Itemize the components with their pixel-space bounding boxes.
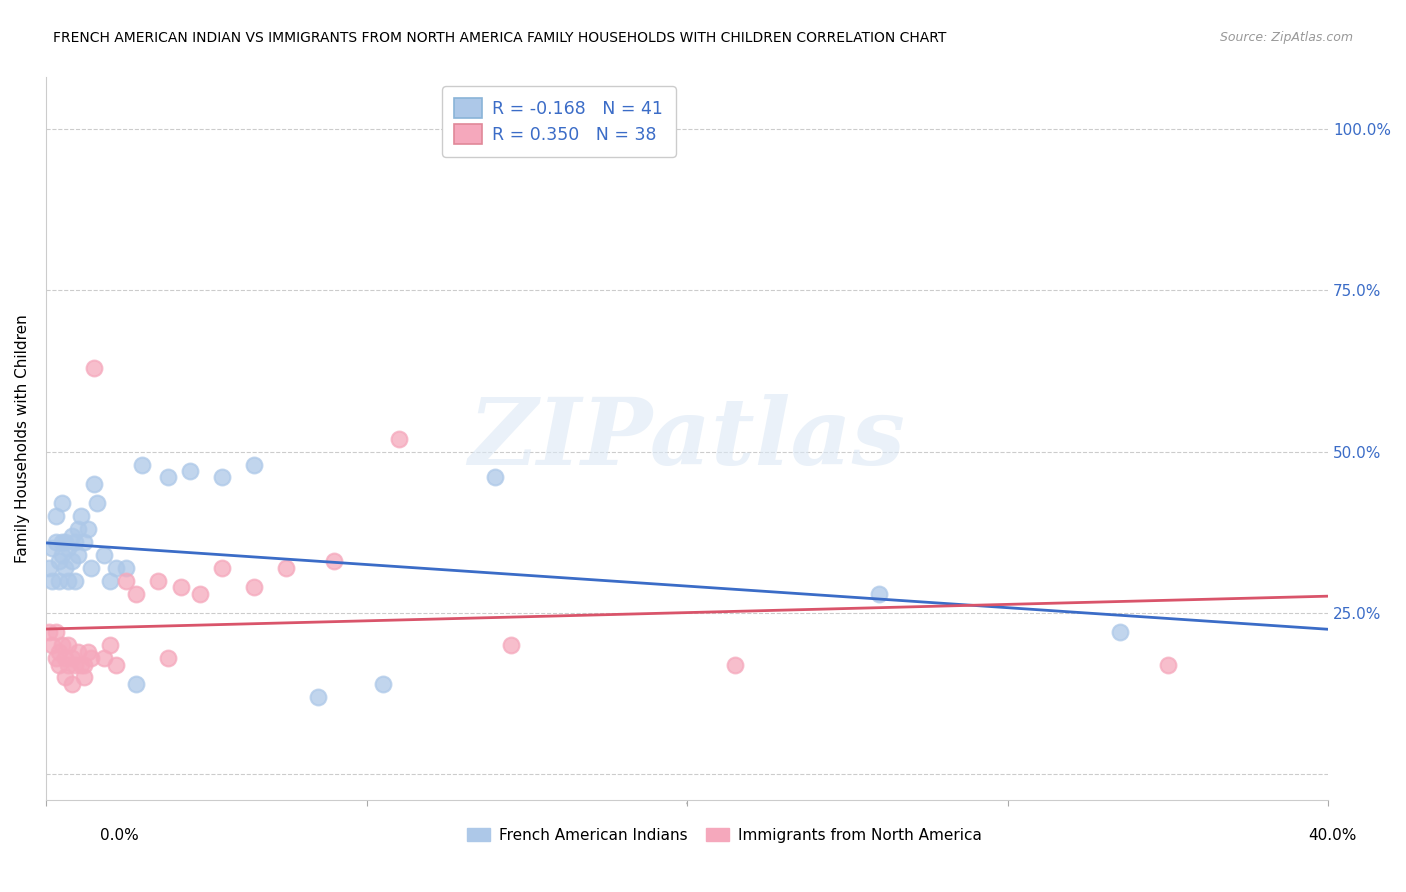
Point [45, 651, 67, 665]
Point [41, 638, 63, 652]
Point [51, 496, 73, 510]
Point [80, 561, 103, 575]
Point [38, 625, 60, 640]
Point [156, 470, 179, 484]
Point [86, 496, 108, 510]
Point [156, 651, 179, 665]
Point [323, 554, 346, 568]
Point [105, 657, 128, 672]
Y-axis label: Family Households with Children: Family Households with Children [15, 314, 30, 563]
Point [60, 528, 83, 542]
Point [169, 580, 191, 594]
Point [211, 470, 233, 484]
Point [70, 657, 93, 672]
Point [1108, 625, 1130, 640]
Legend: French American Indians, Immigrants from North America: French American Indians, Immigrants from… [461, 822, 987, 848]
Point [243, 458, 266, 472]
Point [66, 548, 89, 562]
Legend: R = -0.168   N = 41, R = 0.350   N = 38: R = -0.168 N = 41, R = 0.350 N = 38 [441, 87, 675, 157]
Point [53, 535, 76, 549]
Point [125, 586, 148, 600]
Point [76, 645, 98, 659]
Point [276, 561, 298, 575]
Text: FRENCH AMERICAN INDIAN VS IMMIGRANTS FROM NORTH AMERICA FAMILY HOUSEHOLDS WITH C: FRENCH AMERICAN INDIAN VS IMMIGRANTS FRO… [53, 31, 946, 45]
Point [48, 657, 70, 672]
Point [179, 464, 201, 478]
Point [98, 638, 121, 652]
Point [51, 548, 73, 562]
Point [48, 574, 70, 588]
Point [76, 522, 98, 536]
Point [66, 645, 89, 659]
Point [371, 677, 394, 691]
Point [484, 470, 506, 484]
Point [499, 638, 522, 652]
Point [115, 574, 138, 588]
Point [63, 535, 86, 549]
Point [70, 509, 93, 524]
Point [58, 657, 80, 672]
Point [48, 645, 70, 659]
Point [868, 586, 890, 600]
Text: 0.0%: 0.0% [100, 828, 139, 843]
Point [53, 651, 76, 665]
Text: ZIPatlas: ZIPatlas [468, 393, 905, 483]
Point [45, 535, 67, 549]
Point [38, 561, 60, 575]
Point [45, 625, 67, 640]
Point [724, 657, 747, 672]
Point [63, 657, 86, 672]
Point [60, 677, 83, 691]
Point [73, 671, 96, 685]
Point [60, 554, 83, 568]
Point [98, 574, 121, 588]
Text: 40.0%: 40.0% [1309, 828, 1357, 843]
Point [243, 580, 266, 594]
Point [307, 690, 329, 704]
Point [58, 574, 80, 588]
Text: Source: ZipAtlas.com: Source: ZipAtlas.com [1219, 31, 1353, 45]
Point [63, 574, 86, 588]
Point [73, 657, 96, 672]
Point [125, 677, 148, 691]
Point [60, 651, 83, 665]
Point [83, 477, 105, 491]
Point [1157, 657, 1180, 672]
Point [131, 458, 153, 472]
Point [66, 522, 89, 536]
Point [41, 574, 63, 588]
Point [105, 561, 128, 575]
Point [51, 638, 73, 652]
Point [53, 671, 76, 685]
Point [211, 561, 233, 575]
Point [115, 561, 138, 575]
Point [387, 432, 409, 446]
Point [73, 535, 96, 549]
Point [58, 638, 80, 652]
Point [48, 554, 70, 568]
Point [80, 651, 103, 665]
Point [53, 561, 76, 575]
Point [188, 586, 211, 600]
Point [146, 574, 169, 588]
Point [93, 651, 115, 665]
Point [45, 509, 67, 524]
Point [93, 548, 115, 562]
Point [83, 360, 105, 375]
Point [51, 535, 73, 549]
Point [41, 541, 63, 556]
Point [58, 541, 80, 556]
